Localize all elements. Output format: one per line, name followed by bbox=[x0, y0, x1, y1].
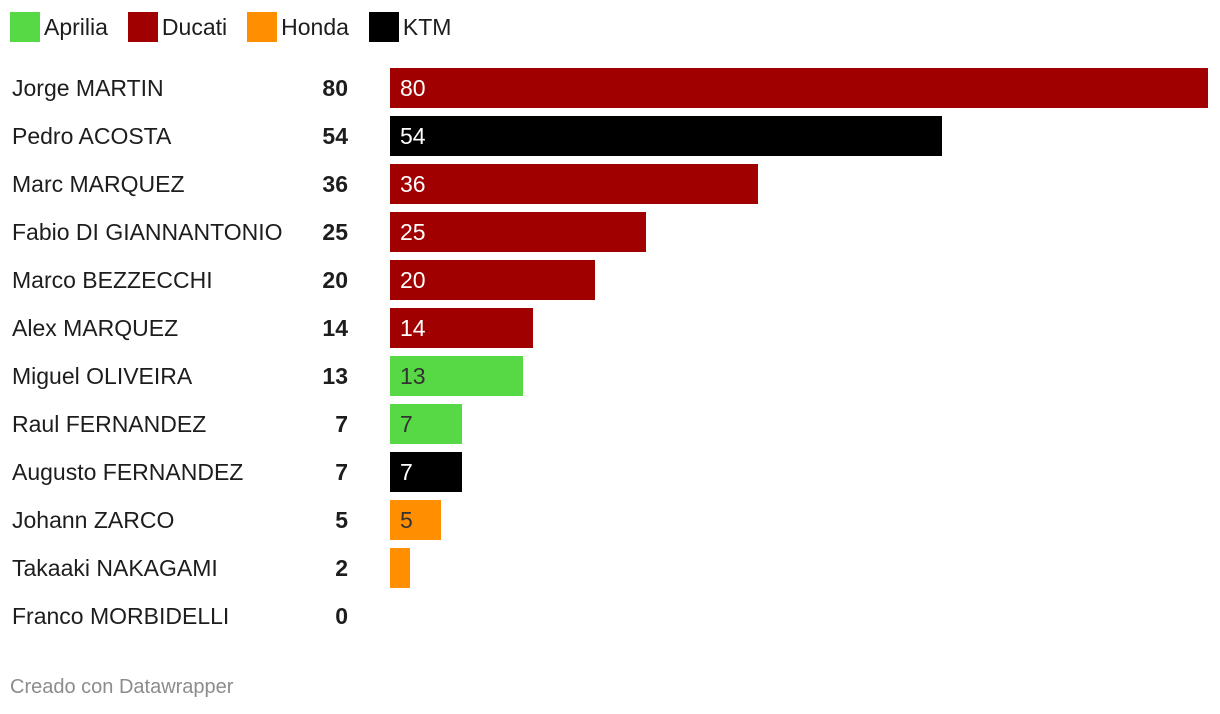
category-label: Johann ZARCO bbox=[12, 507, 175, 533]
bar-value-label: 80 bbox=[400, 75, 426, 101]
bar-value-label: 20 bbox=[400, 267, 426, 293]
chart-row: Jorge MARTIN 80 80 bbox=[0, 68, 1220, 108]
category-label: Alex MARQUEZ bbox=[12, 315, 179, 341]
category-label: Raul FERNANDEZ bbox=[12, 411, 207, 437]
bar: 80 bbox=[390, 68, 1208, 108]
legend-item-ducati: Ducati bbox=[127, 12, 228, 42]
total-label: 36 bbox=[322, 171, 348, 197]
chart-row: Raul FERNANDEZ 7 7 bbox=[0, 404, 1220, 444]
bar-value-label: 7 bbox=[400, 459, 413, 485]
total-label: 13 bbox=[322, 363, 348, 389]
total-label: 20 bbox=[322, 267, 348, 293]
bar: 14 bbox=[390, 308, 533, 348]
bar: 36 bbox=[390, 164, 758, 204]
footer-credit: Creado con Datawrapper bbox=[10, 676, 234, 698]
legend-label: Ducati bbox=[161, 13, 228, 40]
category-label: Franco MORBIDELLI bbox=[12, 603, 230, 629]
category-label: Jorge MARTIN bbox=[12, 75, 164, 101]
total-label: 14 bbox=[322, 315, 348, 341]
category-label: Takaaki NAKAGAMI bbox=[12, 555, 218, 581]
category-label: Miguel OLIVEIRA bbox=[12, 363, 193, 389]
chart-row: Franco MORBIDELLI 0 bbox=[0, 596, 1220, 636]
bar: 5 bbox=[390, 500, 441, 540]
legend-swatch bbox=[127, 12, 158, 42]
chart-row: Fabio DI GIANNANTONIO 25 25 bbox=[0, 212, 1220, 252]
legend-swatch bbox=[10, 12, 40, 42]
bar: 25 bbox=[390, 212, 646, 252]
chart-row: Pedro ACOSTA 54 54 bbox=[0, 116, 1220, 156]
bar-value-label: 13 bbox=[400, 363, 426, 389]
chart-row: Takaaki NAKAGAMI 2 bbox=[0, 548, 1220, 588]
bar: 54 bbox=[390, 116, 942, 156]
total-label: 5 bbox=[335, 507, 348, 533]
total-label: 54 bbox=[322, 123, 348, 149]
legend-swatch bbox=[368, 12, 399, 42]
bar: 7 bbox=[390, 452, 462, 492]
category-label: Fabio DI GIANNANTONIO bbox=[12, 219, 283, 245]
total-label: 25 bbox=[322, 219, 348, 245]
chart-row: Alex MARQUEZ 14 14 bbox=[0, 308, 1220, 348]
bar-chart: Jorge MARTIN 80 80 Pedro ACOSTA 54 54 Marc MAR… bbox=[0, 68, 1220, 644]
bar bbox=[390, 548, 410, 588]
chart-row: Johann ZARCO 5 5 bbox=[0, 500, 1220, 540]
total-label: 7 bbox=[335, 459, 348, 485]
bar: 7 bbox=[390, 404, 462, 444]
chart-row: Augusto FERNANDEZ 7 7 bbox=[0, 452, 1220, 492]
bar-value-label: 14 bbox=[400, 315, 426, 341]
legend-label: KTM bbox=[402, 13, 452, 40]
total-label: 80 bbox=[322, 75, 348, 101]
legend-item-honda: Honda bbox=[247, 12, 349, 42]
bar: 13 bbox=[390, 356, 523, 396]
total-label: 2 bbox=[335, 555, 348, 581]
chart-row: Marc MARQUEZ 36 36 bbox=[0, 164, 1220, 204]
legend-label: Aprilia bbox=[44, 13, 108, 40]
legend: Aprilia Ducati Honda KTM bbox=[10, 12, 471, 42]
bar-value-label: 5 bbox=[400, 507, 413, 533]
legend-item-ktm: KTM bbox=[368, 12, 452, 42]
bar-value-label: 54 bbox=[400, 123, 426, 149]
bar-value-label: 36 bbox=[400, 171, 426, 197]
total-label: 0 bbox=[335, 603, 348, 629]
legend-swatch bbox=[247, 12, 278, 42]
chart-row: Marco BEZZECCHI 20 20 bbox=[0, 260, 1220, 300]
category-label: Augusto FERNANDEZ bbox=[12, 459, 244, 485]
category-label: Marc MARQUEZ bbox=[12, 171, 185, 197]
bar-value-label: 25 bbox=[400, 219, 426, 245]
total-label: 7 bbox=[335, 411, 348, 437]
legend-item-aprilia: Aprilia bbox=[10, 12, 108, 42]
category-label: Pedro ACOSTA bbox=[12, 123, 172, 149]
bar: 20 bbox=[390, 260, 595, 300]
chart-row: Miguel OLIVEIRA 13 13 bbox=[0, 356, 1220, 396]
legend-label: Honda bbox=[281, 13, 349, 40]
bar-value-label: 7 bbox=[400, 411, 413, 437]
category-label: Marco BEZZECCHI bbox=[12, 267, 213, 293]
